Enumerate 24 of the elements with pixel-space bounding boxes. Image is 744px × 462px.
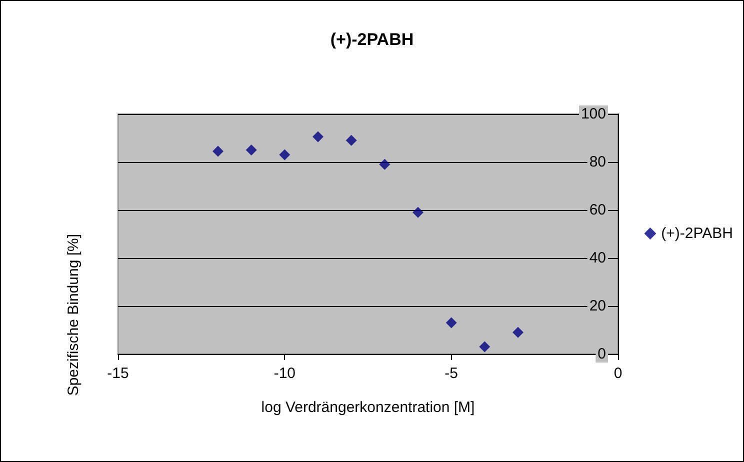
point: [212, 146, 224, 157]
x-axis-title: log Verdrängerkonzentration [M]: [261, 399, 475, 416]
y-tick-label: 20: [589, 298, 606, 314]
point: [412, 206, 424, 218]
point: [279, 149, 290, 160]
y-tick-label: 60: [589, 202, 606, 218]
chart-title: (+)-2PABH: [330, 30, 414, 49]
y-tick-label: 100: [580, 106, 606, 122]
y-axis-title: Spezifische Bindung [%]: [65, 234, 82, 396]
point: [479, 341, 490, 352]
point: [246, 144, 257, 156]
x-tick-label: -5: [444, 365, 458, 382]
point: [446, 317, 457, 328]
x-tick-label: 0: [614, 365, 622, 382]
point: [512, 326, 524, 338]
x-tick-label: -10: [274, 365, 296, 382]
point: [312, 131, 324, 142]
point: [346, 134, 357, 146]
x-tick-label: -15: [107, 365, 129, 382]
y-tick-label: 40: [589, 250, 606, 266]
y-tick-label: 0: [598, 346, 606, 362]
y-tick-label: 80: [589, 154, 606, 170]
point: [379, 158, 390, 170]
legend-label: (+)-2PABH: [661, 225, 734, 242]
